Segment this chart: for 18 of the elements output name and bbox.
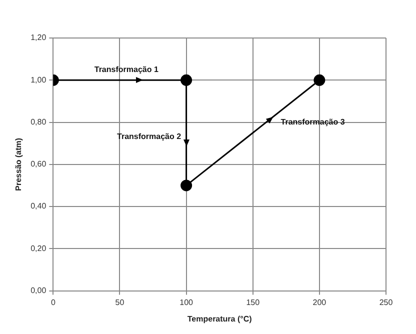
y-tick-label: 1,20 (30, 33, 47, 42)
y-tick-label: 0,20 (30, 244, 47, 253)
y-tick-label: 1,00 (30, 75, 47, 84)
x-axis-title: Temperatura (°C) (187, 314, 252, 324)
annotation: Transformação 3 (280, 117, 346, 126)
x-tick-label: 150 (246, 298, 260, 307)
y-axis-title: Pressão (atm) (14, 138, 24, 191)
x-tick-label: 200 (312, 298, 327, 307)
annotation: Transformação 2 (117, 132, 182, 142)
annotation: Transformação 1 (94, 64, 159, 74)
x-tick-label: 50 (115, 298, 125, 307)
x-tick-label: 100 (180, 298, 194, 307)
y-tick-label: 0,60 (30, 160, 47, 169)
y-tick-label: 0,80 (30, 117, 47, 126)
x-tick-label: 250 (379, 298, 394, 307)
x-tick-label: 0 (50, 298, 56, 307)
y-tick-label: 0,40 (30, 202, 47, 211)
y-tick-label: 0,00 (30, 286, 47, 296)
